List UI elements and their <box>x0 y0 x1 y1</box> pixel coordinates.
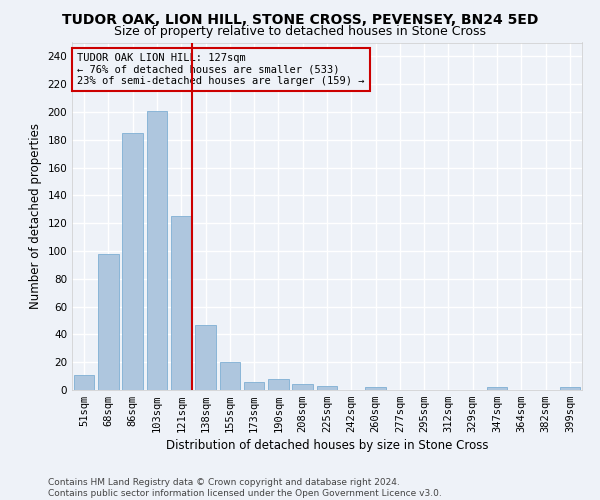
Bar <box>171 216 191 390</box>
Bar <box>317 386 337 390</box>
Bar <box>292 384 313 390</box>
Bar <box>220 362 240 390</box>
Bar <box>146 110 167 390</box>
Bar <box>365 387 386 390</box>
Bar <box>244 382 265 390</box>
Bar <box>268 379 289 390</box>
Y-axis label: Number of detached properties: Number of detached properties <box>29 123 42 309</box>
X-axis label: Distribution of detached houses by size in Stone Cross: Distribution of detached houses by size … <box>166 440 488 452</box>
Bar <box>74 374 94 390</box>
Text: TUDOR OAK, LION HILL, STONE CROSS, PEVENSEY, BN24 5ED: TUDOR OAK, LION HILL, STONE CROSS, PEVEN… <box>62 12 538 26</box>
Bar <box>195 324 216 390</box>
Text: Size of property relative to detached houses in Stone Cross: Size of property relative to detached ho… <box>114 25 486 38</box>
Text: TUDOR OAK LION HILL: 127sqm
← 76% of detached houses are smaller (533)
23% of se: TUDOR OAK LION HILL: 127sqm ← 76% of det… <box>77 53 365 86</box>
Bar <box>560 387 580 390</box>
Text: Contains HM Land Registry data © Crown copyright and database right 2024.
Contai: Contains HM Land Registry data © Crown c… <box>48 478 442 498</box>
Bar <box>487 387 508 390</box>
Bar <box>98 254 119 390</box>
Bar <box>122 133 143 390</box>
